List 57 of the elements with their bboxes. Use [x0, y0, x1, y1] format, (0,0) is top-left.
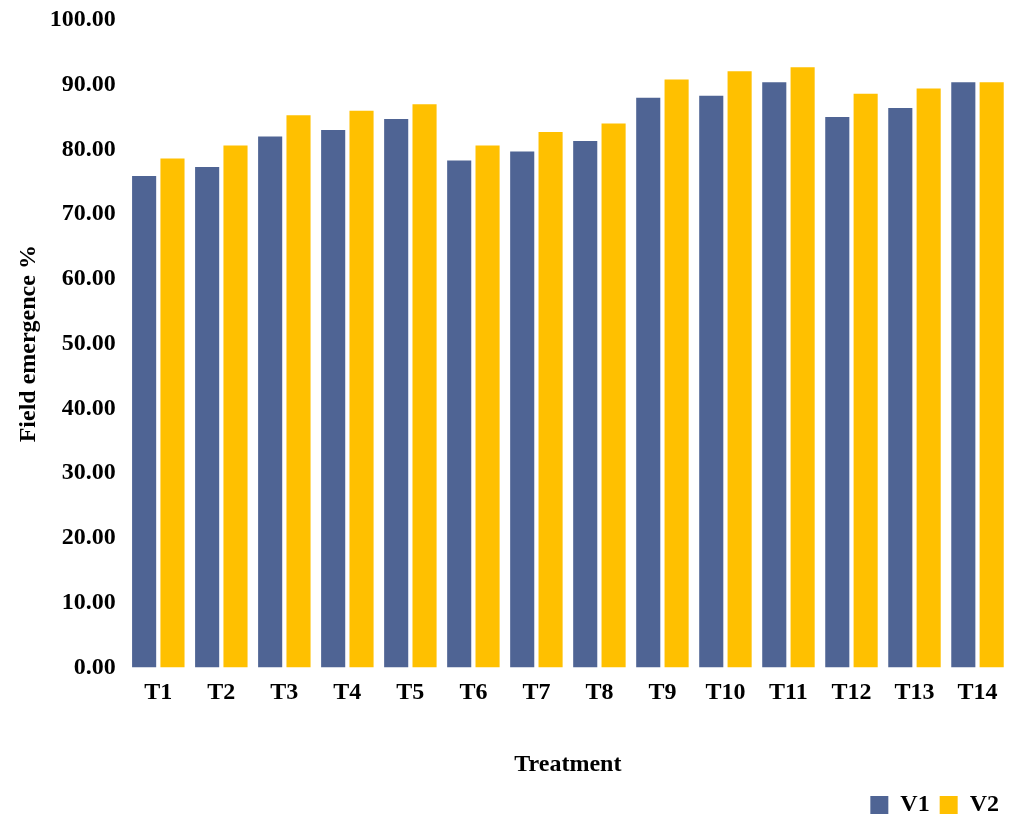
- bar: [916, 88, 941, 668]
- y-tick-label: 100.00: [49, 5, 116, 32]
- bar: [258, 136, 283, 668]
- x-tick-label: T1: [144, 678, 173, 704]
- y-tick-label: 20.00: [61, 523, 116, 550]
- x-tick-label: T3: [270, 678, 299, 704]
- bar: [951, 82, 976, 668]
- x-tick-label: T11: [769, 678, 808, 704]
- bar: [447, 160, 472, 668]
- y-tick-label: 10.00: [61, 587, 116, 614]
- bar: [475, 145, 500, 668]
- bar: [727, 71, 752, 668]
- bar: [979, 82, 1004, 668]
- y-tick-label: 50.00: [61, 328, 116, 355]
- x-tick-label: T13: [894, 678, 935, 704]
- bar: [825, 117, 850, 668]
- y-tick-label: 60.00: [61, 264, 116, 291]
- bar: [573, 141, 598, 668]
- x-tick-label: T5: [396, 678, 425, 704]
- bar: [412, 104, 437, 668]
- bar: [601, 123, 626, 668]
- bar: [853, 93, 878, 668]
- y-tick-label: 90.00: [61, 69, 116, 96]
- y-tick-label: 70.00: [61, 199, 116, 226]
- y-tick-label: 30.00: [61, 458, 116, 485]
- x-axis-title: Treatment: [514, 749, 622, 776]
- bar: [384, 119, 409, 668]
- x-tick-label: T7: [522, 678, 551, 704]
- bar: [888, 108, 913, 668]
- bar: [538, 132, 563, 668]
- y-tick-label: 80.00: [61, 134, 116, 161]
- bar: [223, 145, 248, 668]
- bar: [664, 79, 689, 668]
- bar: [699, 95, 724, 668]
- bar: [790, 67, 815, 668]
- x-tick-label: T14: [957, 678, 998, 704]
- bar: [349, 110, 374, 668]
- x-tick-label: T6: [459, 678, 488, 704]
- x-tick-label: T2: [207, 678, 236, 704]
- bar: [510, 151, 535, 668]
- bar: [195, 166, 220, 668]
- x-tick-label: T4: [333, 678, 362, 704]
- x-tick-label: T10: [705, 678, 746, 704]
- x-tick-label: T9: [648, 678, 677, 704]
- bar: [636, 97, 661, 668]
- y-axis-title: Field emergence %: [13, 245, 40, 443]
- x-tick-label: T8: [585, 678, 614, 704]
- bar: [160, 158, 185, 668]
- bar: [762, 82, 787, 668]
- y-tick-label: 0.00: [73, 652, 116, 679]
- bar: [286, 115, 311, 668]
- legend-label: V2: [969, 790, 1000, 817]
- x-tick-label: T12: [831, 678, 872, 704]
- bar: [132, 176, 157, 668]
- bar: [321, 130, 346, 668]
- y-tick-label: 40.00: [61, 393, 116, 420]
- legend-label: V1: [900, 790, 930, 817]
